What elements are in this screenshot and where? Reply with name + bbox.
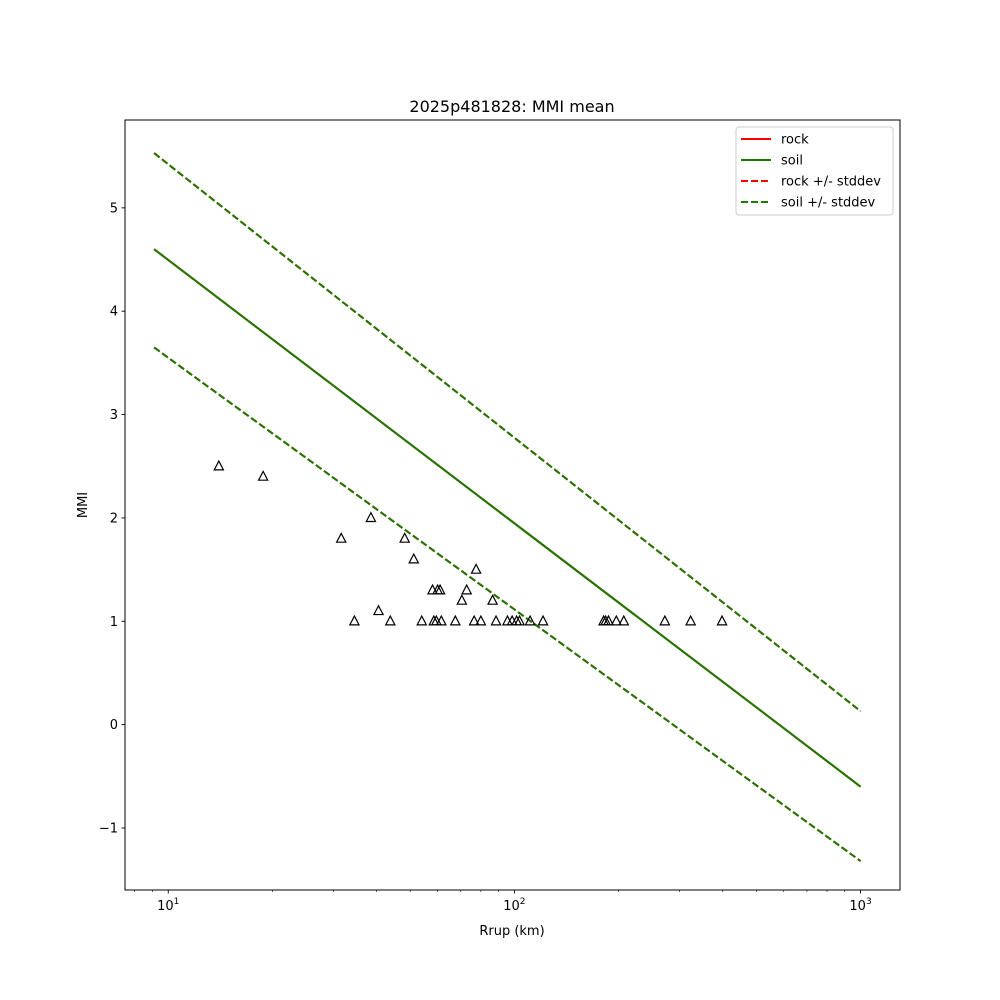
y-axis-ticks: −1 0 1 2 3 4 5 [99, 201, 125, 836]
observation-marker [434, 583, 446, 595]
observation-marker [490, 614, 502, 626]
plot-frame [124, 119, 901, 891]
series-line-soil [153, 248, 862, 788]
legend-box [735, 126, 894, 216]
observation-marker [513, 614, 526, 626]
observation-marker [372, 604, 385, 616]
observation-marker [659, 614, 671, 626]
legend-label-soil: soil [781, 154, 803, 169]
legend: rock soil rock +/- stddev soil +/- stddev [735, 126, 894, 216]
x-tick-label: 103 [849, 897, 871, 914]
observation-marker [257, 470, 269, 481]
observation-marker [365, 511, 377, 523]
observation-marker [399, 532, 411, 543]
x-tick-label: 102 [503, 897, 525, 914]
y-tick-label: 4 [110, 305, 118, 320]
observation-marker [524, 614, 536, 626]
observation-marker [335, 532, 347, 543]
observation-marker [468, 614, 480, 626]
legend-label-soil-stddev: soil +/- stddev [781, 196, 876, 211]
observation-marker [384, 614, 396, 626]
series-line-soil-stddev-upper [153, 152, 862, 712]
observation-marker [475, 614, 487, 626]
observation-marker [435, 614, 447, 626]
x-tick-label: 101 [157, 897, 179, 914]
observation-marker [416, 614, 428, 626]
observation-marker [470, 563, 482, 574]
observation-marker [685, 614, 697, 626]
observation-points [213, 459, 728, 626]
observation-marker [618, 614, 630, 626]
y-tick-label: 5 [110, 201, 118, 216]
y-tick-label: 2 [110, 511, 118, 526]
legend-label-rock: rock [781, 133, 809, 148]
series-layer [153, 152, 862, 862]
legend-label-rock-stddev: rock +/- stddev [781, 175, 881, 190]
observation-marker [487, 594, 499, 605]
y-tick-label: −1 [99, 821, 118, 836]
x-axis-ticks: 101 102 103 [134, 890, 872, 914]
observation-marker [537, 614, 549, 626]
y-axis-label: MMI [76, 492, 91, 518]
observation-marker [456, 594, 468, 605]
observation-marker [348, 614, 361, 626]
observation-marker [213, 459, 225, 471]
x-axis-label: Rrup (km) [479, 924, 544, 939]
y-tick-label: 1 [110, 615, 118, 630]
chart-title: 2025p481828: MMI mean [409, 97, 614, 116]
series-line-soil-stddev-lower [153, 346, 862, 862]
y-tick-label: 0 [110, 718, 118, 733]
observation-marker [449, 614, 461, 626]
observation-marker [408, 552, 420, 564]
observation-marker [602, 614, 615, 626]
plot-area [125, 120, 900, 890]
observation-marker [610, 614, 622, 626]
y-tick-label: 3 [110, 408, 118, 423]
observation-marker [716, 614, 728, 626]
observation-marker [461, 583, 473, 595]
